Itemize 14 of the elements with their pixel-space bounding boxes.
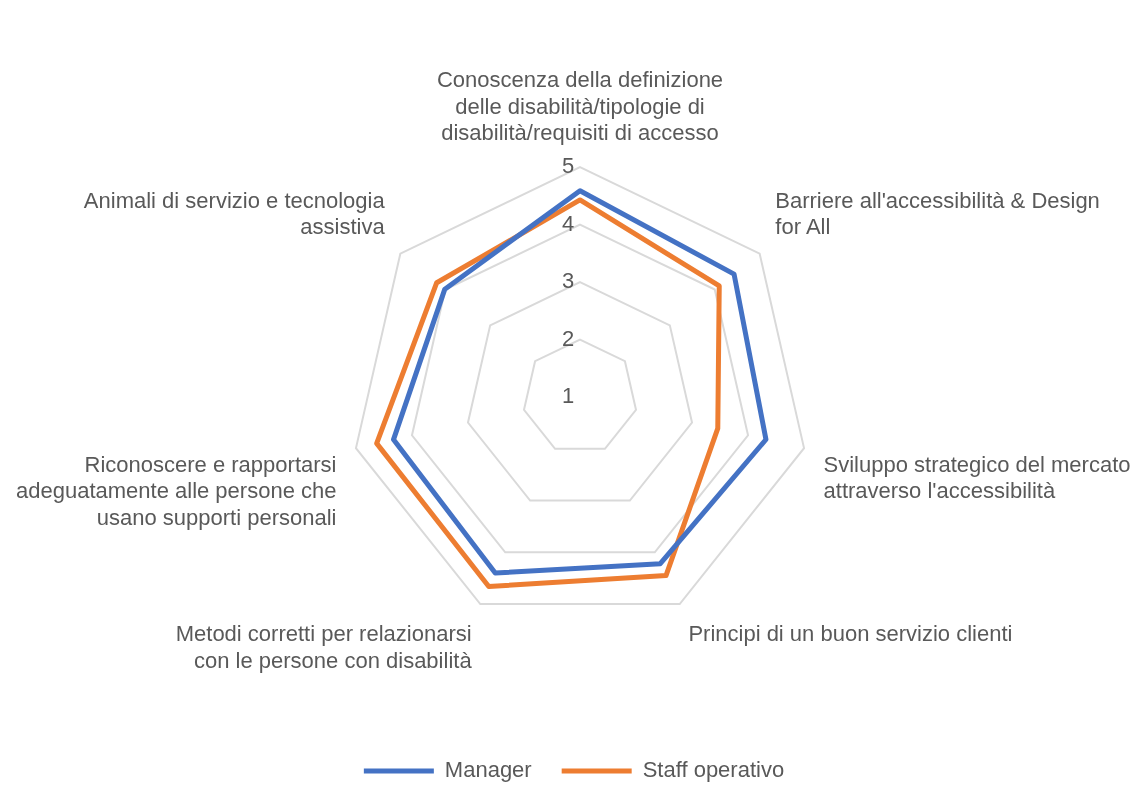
- y-tick-label: 5: [561, 153, 575, 179]
- y-tick-label: 2: [561, 325, 575, 351]
- spoke-label: Principi di un buon servizio clienti: [688, 621, 1013, 647]
- spoke-label: Animali di servizio e tecnologia assistiva: [83, 187, 386, 240]
- spoke-label: Sviluppo strategico del mercato attraverso l'accessibilità: [823, 451, 1131, 504]
- legend-label: Staff operativo: [642, 757, 785, 783]
- y-tick-label: 1: [561, 383, 575, 409]
- spoke-label: Barriere all'accessibilità & Design for All: [775, 187, 1100, 240]
- spoke-label: Conoscenza della definizione delle disabilità/tipologie di disabilità/requisiti di accesso: [436, 67, 724, 146]
- y-tick-label: 3: [561, 268, 575, 294]
- spoke-label: Metodi corretti per relazionarsi con le persone con disabilità: [175, 621, 473, 673]
- y-tick-label: 4: [561, 210, 575, 236]
- legend-label: Manager: [444, 757, 532, 783]
- spoke-label: Riconoscere e rapportarsi adeguatamente alle persone che usano supporti personali: [15, 451, 337, 530]
